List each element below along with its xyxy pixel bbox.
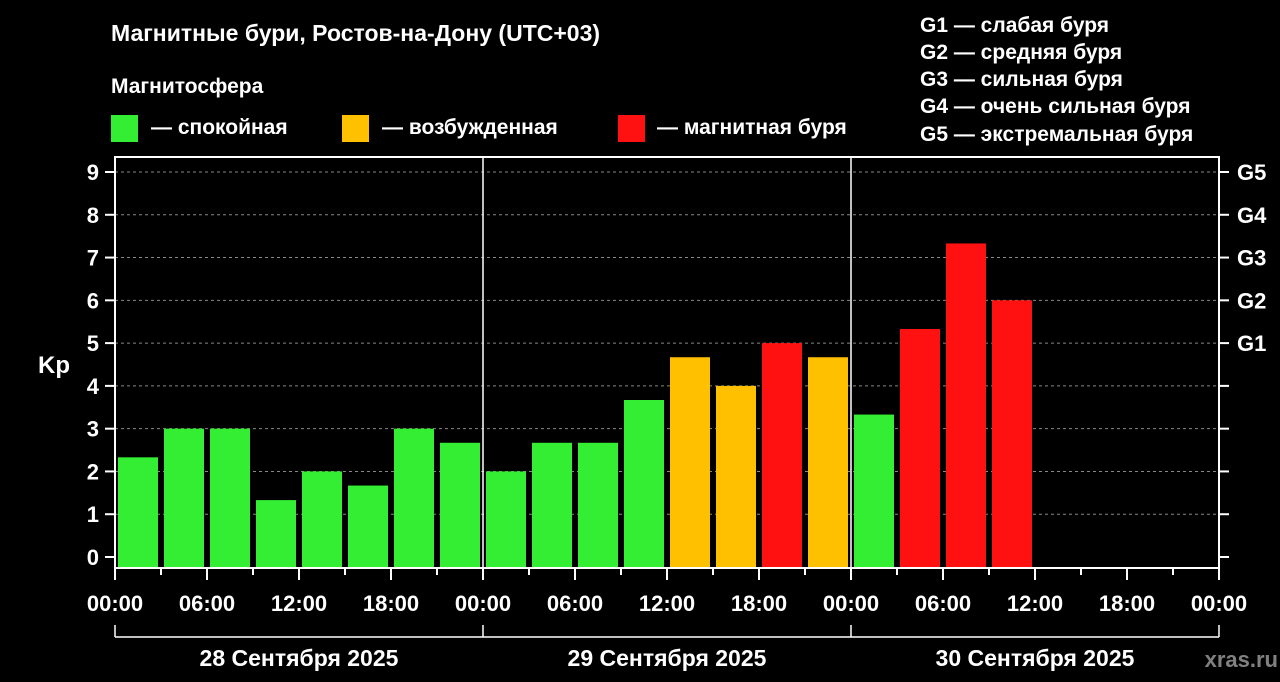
y-tick-label: 4 (87, 374, 100, 399)
y-tick-label: 5 (87, 331, 99, 356)
y-tick-label: 0 (87, 545, 99, 570)
kp-bar (118, 457, 158, 568)
kp-bar (762, 343, 802, 568)
kp-bar (808, 357, 848, 568)
kp-bar (716, 385, 756, 568)
g-scale-legend: G1 — слабая буря G2 — средняя буря G3 — … (920, 14, 1193, 146)
legend-swatch-active (342, 115, 369, 142)
y-tick-label: 2 (87, 459, 99, 484)
y-tick-label: 8 (87, 203, 99, 228)
right-tick-label: G3 (1237, 246, 1266, 271)
g-scale-g4: G4 — очень сильная буря (920, 95, 1190, 118)
kp-bar (302, 471, 342, 568)
g-scale-g2: G2 — средняя буря (920, 41, 1122, 64)
x-tick-label: 18:00 (1099, 591, 1155, 616)
day-label: 28 Сентября 2025 (200, 645, 399, 671)
x-tick-label: 06:00 (547, 591, 603, 616)
right-tick-label: G5 (1237, 160, 1266, 185)
legend-heading: Магнитосфера (111, 75, 264, 98)
kp-bar (210, 428, 250, 568)
x-tick-label: 12:00 (639, 591, 695, 616)
kp-bar (946, 243, 986, 568)
x-tick-label: 00:00 (823, 591, 879, 616)
kp-bar (348, 485, 388, 568)
legend-swatch-storm (618, 115, 645, 142)
y-tick-label: 1 (87, 502, 99, 527)
x-tick-label: 18:00 (731, 591, 787, 616)
legend-label-quiet: — спокойная (151, 116, 288, 139)
right-tick-label: G4 (1237, 203, 1267, 228)
x-tick-label: 00:00 (455, 591, 511, 616)
x-tick-label: 00:00 (87, 591, 143, 616)
kp-bar (900, 328, 940, 568)
legend-swatch-quiet (111, 115, 138, 142)
kp-bar (624, 400, 664, 568)
right-tick-label: G2 (1237, 288, 1266, 313)
g-scale-g5: G5 — экстремальная буря (920, 123, 1193, 146)
kp-bar (578, 442, 618, 568)
kp-bar (256, 500, 296, 568)
x-tick-label: 06:00 (915, 591, 971, 616)
x-tick-label: 12:00 (271, 591, 327, 616)
x-tick-label: 00:00 (1191, 591, 1247, 616)
right-tick-label: G1 (1237, 331, 1266, 356)
kp-bar (164, 428, 204, 568)
plot-area: 0 1 2 3 4 5 6 7 8 9 G1 G2 G3 G4 G5 00:00 06:00 12:00 18:00… (87, 156, 1267, 671)
x-tick-label: 12:00 (1007, 591, 1063, 616)
y-tick-label: 3 (87, 417, 99, 442)
y-axis-label: Kp (38, 352, 70, 379)
kp-bar (394, 428, 434, 568)
chart-title: Магнитные бури, Ростов-на-Дону (UTC+03) (111, 20, 600, 46)
y-tick-label: 7 (87, 246, 99, 271)
x-tick-label: 18:00 (363, 591, 419, 616)
day-label: 29 Сентября 2025 (568, 645, 767, 671)
g-scale-g1: G1 — слабая буря (920, 14, 1109, 37)
legend-label-storm: — магнитная буря (657, 116, 847, 139)
legend: — спокойная — возбужденная — магнитная б… (111, 115, 847, 142)
watermark: xras.ru (1205, 647, 1278, 672)
kp-bar (486, 471, 526, 568)
kp-bar (532, 442, 572, 568)
kp-bar (670, 357, 710, 568)
kp-bar (854, 414, 894, 568)
day-label: 30 Сентября 2025 (936, 645, 1135, 671)
g-scale-g3: G3 — сильная буря (920, 68, 1123, 91)
y-tick-label: 6 (87, 288, 99, 313)
kp-bar (440, 442, 480, 568)
kp-bar (992, 300, 1032, 568)
y-tick-label: 9 (87, 160, 99, 185)
x-tick-label: 06:00 (179, 591, 235, 616)
legend-label-active: — возбужденная (382, 116, 558, 139)
